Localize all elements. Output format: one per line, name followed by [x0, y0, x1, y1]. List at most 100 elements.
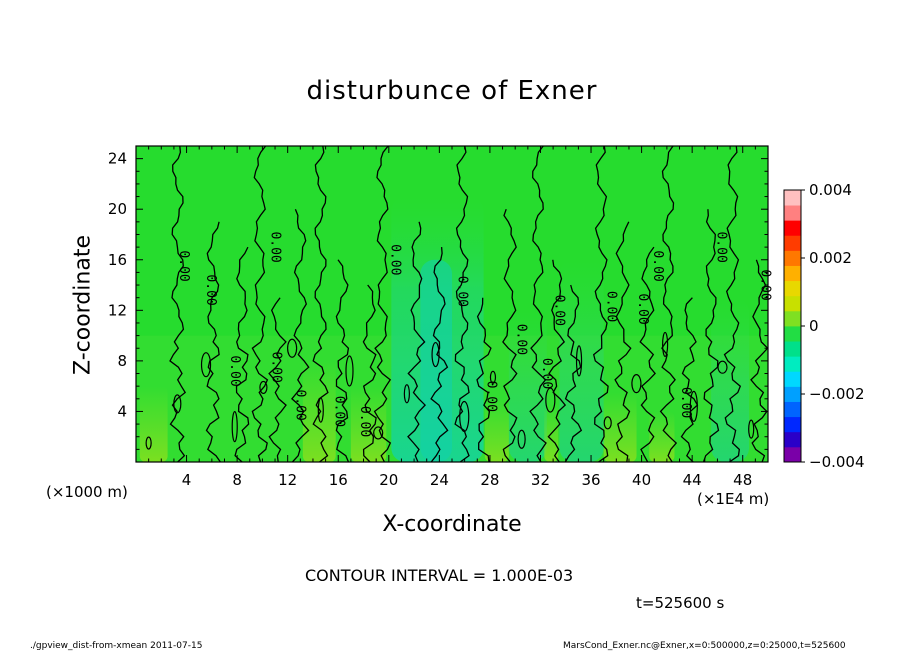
colorbar-segment: [784, 310, 801, 327]
negative-band: [711, 297, 750, 462]
colorbar-segment: [784, 190, 801, 206]
contour-interval-text: CONTOUR INTERVAL = 1.000E-03: [305, 566, 574, 585]
x-tick-label: 36: [581, 471, 600, 489]
contour-blob: [545, 387, 556, 413]
contour-label: 0.00: [713, 231, 728, 262]
contour-blob: [317, 397, 324, 423]
footer-right: MarsCond_Exner.nc@Exner,x=0:500000,z=0:2…: [563, 641, 846, 651]
contour-line: [268, 297, 287, 463]
colorbar-segment: [784, 265, 801, 282]
contour-blob: [173, 394, 182, 414]
x-tick-label: 32: [531, 471, 550, 489]
contour-line: [592, 145, 609, 463]
x-tick-label: 4: [182, 471, 192, 489]
contour-blob: [717, 360, 728, 374]
contour-label: 0.00: [176, 250, 191, 281]
colorbar-tick-label: −0.002: [809, 385, 865, 403]
colorbar-segment: [784, 220, 801, 236]
contour-line: [234, 246, 250, 463]
contour-line: [430, 247, 449, 463]
colorbar-segment: [784, 235, 801, 251]
contour-line: [205, 221, 221, 463]
contour-blob: [662, 331, 669, 358]
contour-label: 0.00: [332, 396, 347, 427]
contour-blob: [259, 380, 268, 395]
y-tick-label: 20: [108, 200, 127, 218]
contour-line: [723, 145, 742, 463]
contour-label: 0.00: [650, 250, 665, 281]
contour-line: [454, 145, 470, 463]
x-tick-label: 8: [232, 471, 242, 489]
y-axis-label: Z-coordinate: [70, 235, 96, 375]
x-unit-label: (×1000 m): [46, 483, 128, 501]
contour-line: [373, 145, 392, 463]
contour-blob: [145, 436, 152, 450]
contour-blob: [345, 355, 354, 387]
contour-label: 0.00: [357, 406, 372, 437]
contour-blob: [489, 370, 497, 384]
contour-line: [659, 145, 678, 463]
x-tick-label: 44: [683, 471, 702, 489]
colorbar-segment: [784, 386, 801, 402]
contour-line: [529, 145, 547, 463]
contour-blob: [689, 390, 698, 422]
contour-label: 0.00: [552, 295, 567, 326]
x-tick-label: 48: [733, 471, 752, 489]
colorbar-segment: [784, 341, 801, 357]
contour-label: 0.00: [635, 293, 650, 324]
contour-blob: [231, 411, 238, 443]
contour-label: 0.00: [269, 352, 284, 383]
contour-line: [251, 145, 269, 463]
contour-blob: [200, 352, 212, 378]
colorbar-tick-label: 0.004: [809, 181, 852, 199]
contour-line: [290, 208, 310, 463]
contour-label: 0.00: [454, 276, 469, 307]
contour-blob: [517, 429, 526, 449]
x-axis-label: X-coordinate: [382, 512, 522, 537]
contour-line: [407, 221, 427, 463]
x-tick-label: 16: [329, 471, 348, 489]
contour-label: 0.00: [678, 387, 693, 418]
colorbar-segment: [784, 280, 801, 297]
positive-patch: [139, 386, 168, 462]
contour-blob: [748, 419, 755, 439]
contour-blob: [373, 426, 384, 440]
colorbar-tick-label: −0.004: [809, 453, 865, 471]
contour-line: [169, 145, 187, 463]
contour-line: [750, 259, 769, 463]
y-tick-label: 4: [117, 402, 127, 420]
x-tick-label: 12: [278, 471, 297, 489]
colorbar-segment: [784, 295, 801, 312]
y-tick-label: 8: [117, 352, 127, 370]
positive-patch: [484, 398, 509, 462]
contour-label: 0.00: [387, 244, 402, 275]
colorbar-segment: [784, 356, 801, 372]
colorbar-segment: [784, 401, 801, 418]
contour-blob: [403, 384, 410, 404]
x-tick-label: 20: [379, 471, 398, 489]
x-unit-label-secondary: (×1E4 m): [697, 490, 770, 508]
contour-line: [476, 297, 492, 463]
chart-title: disturbunce of Exner: [306, 76, 598, 106]
contour-line: [639, 246, 656, 463]
contour-line: [564, 284, 583, 463]
contour-label: 0.00: [203, 274, 218, 305]
colorbar-segment: [784, 250, 801, 266]
contour-label: 0.00: [227, 355, 242, 386]
contour-line: [312, 145, 329, 463]
contour-blob: [431, 341, 440, 368]
contour-label: 0.00: [514, 324, 529, 355]
x-tick-label: 40: [632, 471, 651, 489]
footer-left: ./gpview_dist-from-xmean 2011-07-15: [30, 641, 203, 651]
contour-line: [502, 208, 518, 463]
contour-blob: [287, 338, 298, 358]
contour-label: 0.00: [483, 381, 498, 412]
contour-blob: [575, 345, 583, 377]
contour-line: [702, 209, 720, 463]
contour-blob: [459, 400, 470, 433]
colorbar-segment: [784, 431, 801, 448]
colorbar-segment: [784, 326, 801, 342]
contour-blob: [631, 374, 642, 394]
contour-line: [547, 259, 567, 463]
